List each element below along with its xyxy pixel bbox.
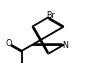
Text: N: N xyxy=(63,41,68,50)
Text: Br: Br xyxy=(46,11,55,20)
Text: O: O xyxy=(6,39,12,48)
